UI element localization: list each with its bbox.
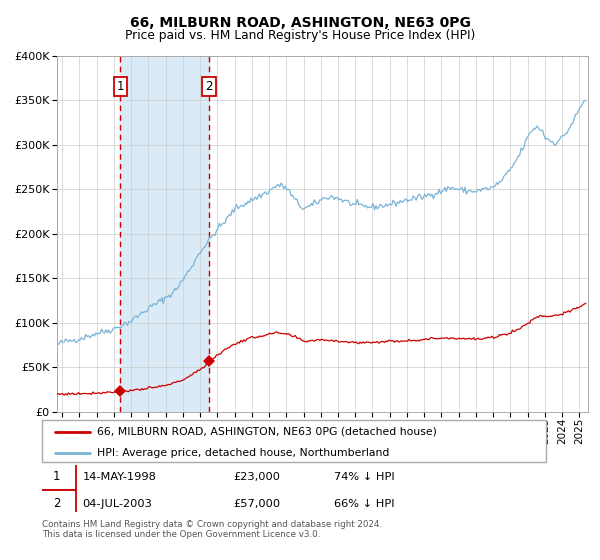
FancyBboxPatch shape	[42, 420, 546, 462]
Text: 74% ↓ HPI: 74% ↓ HPI	[334, 472, 395, 482]
Text: Price paid vs. HM Land Registry's House Price Index (HPI): Price paid vs. HM Land Registry's House …	[125, 29, 475, 42]
Text: 14-MAY-1998: 14-MAY-1998	[82, 472, 156, 482]
Text: 1: 1	[53, 470, 61, 483]
Text: £57,000: £57,000	[233, 499, 281, 509]
Text: 04-JUL-2003: 04-JUL-2003	[82, 499, 152, 509]
Text: 1: 1	[116, 80, 124, 93]
Text: Contains HM Land Registry data © Crown copyright and database right 2024.
This d: Contains HM Land Registry data © Crown c…	[42, 520, 382, 539]
Bar	[120, 56, 209, 412]
Text: 66, MILBURN ROAD, ASHINGTON, NE63 0PG: 66, MILBURN ROAD, ASHINGTON, NE63 0PG	[130, 16, 470, 30]
FancyBboxPatch shape	[38, 490, 76, 517]
Text: 2: 2	[205, 80, 212, 93]
Text: £23,000: £23,000	[233, 472, 281, 482]
Text: 66% ↓ HPI: 66% ↓ HPI	[334, 499, 395, 509]
FancyBboxPatch shape	[38, 463, 76, 490]
Text: HPI: Average price, detached house, Northumberland: HPI: Average price, detached house, Nort…	[97, 448, 390, 458]
Text: 66, MILBURN ROAD, ASHINGTON, NE63 0PG (detached house): 66, MILBURN ROAD, ASHINGTON, NE63 0PG (d…	[97, 427, 437, 437]
Text: 2: 2	[53, 497, 61, 510]
